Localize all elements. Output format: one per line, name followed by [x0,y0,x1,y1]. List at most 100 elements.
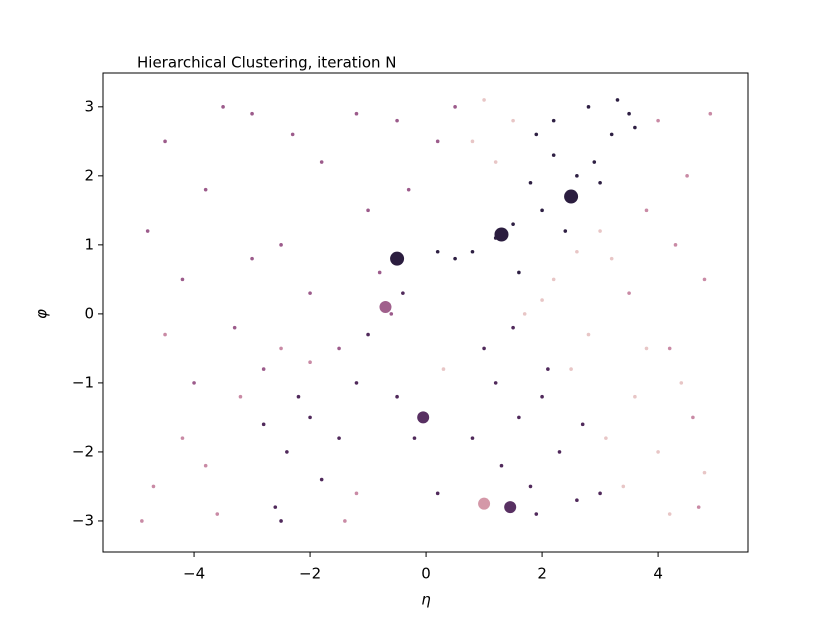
y-tick-label: 1 [84,235,94,253]
point [540,394,544,399]
point [546,367,550,371]
point [478,497,491,510]
point [627,111,631,116]
point [145,229,150,233]
point [163,139,167,144]
point [435,249,440,254]
point [644,208,649,213]
point [470,139,475,144]
y-tick-label: −2 [72,442,94,460]
point [203,187,208,192]
point [598,491,602,496]
point [604,436,608,440]
y-axis-label: φ [33,309,51,319]
point [470,436,475,440]
point [551,153,556,157]
point [261,367,266,371]
point [534,512,539,516]
point [354,381,359,385]
point [511,222,515,226]
point [238,394,243,399]
point [667,346,672,351]
point [499,463,504,468]
point [511,118,515,123]
point [493,160,498,164]
point [598,180,602,185]
point [609,256,614,261]
point [540,208,544,213]
point [493,381,498,385]
point [151,484,156,489]
point [517,270,521,275]
point [435,139,440,144]
point [377,270,382,275]
point [656,118,660,123]
point [598,229,602,233]
point [580,422,585,427]
plot-frame [102,72,749,553]
point [379,300,392,313]
point [563,229,568,233]
point [633,125,637,130]
point [441,367,446,371]
y-tick-label: 2 [84,166,94,184]
x-tick-label: −2 [299,565,321,583]
point [261,422,266,427]
point [575,498,579,503]
point [337,346,341,351]
point [708,111,713,116]
x-tick-label: 4 [653,565,663,583]
point [273,505,278,509]
point [232,325,237,330]
point [215,512,220,516]
point [528,180,533,185]
point [180,277,185,282]
point [615,98,620,102]
point [564,189,579,204]
point [679,381,684,385]
y-tick-label: 3 [84,97,94,115]
point [319,160,324,164]
point [453,105,457,109]
point [551,277,556,282]
point [667,512,672,516]
point [494,227,509,242]
point [633,394,637,399]
point [528,484,533,489]
point [319,477,324,482]
point [366,332,370,337]
point [290,132,295,137]
point [540,298,544,302]
point [644,346,649,351]
point [279,519,283,523]
point [691,415,695,420]
point [163,332,167,337]
point [592,160,597,164]
point [308,415,312,420]
x-tick-label: 0 [421,565,431,583]
point [557,450,562,454]
point [517,415,521,420]
point [406,187,411,192]
point [511,325,515,330]
point [417,411,430,424]
point [308,291,312,295]
x-axis-label: η [421,591,431,609]
point [482,98,486,102]
point [685,174,689,178]
point [401,291,405,295]
point [627,291,631,295]
point [221,105,225,109]
point [296,394,301,399]
point [453,256,457,261]
point [470,249,475,254]
point [435,491,440,496]
y-tick-label: −3 [72,511,94,529]
point [412,436,417,440]
point [343,519,347,523]
point [354,491,359,496]
point [140,519,144,523]
point [279,243,283,247]
y-tick-label: 0 [84,304,94,322]
point [395,118,399,123]
